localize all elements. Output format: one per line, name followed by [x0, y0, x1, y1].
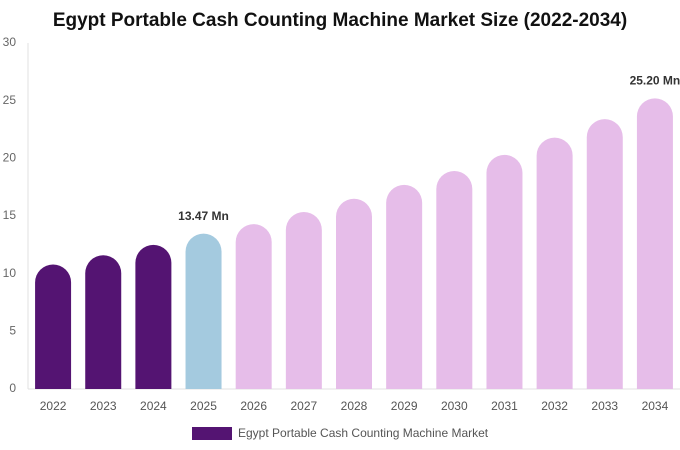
bar	[636, 98, 673, 390]
legend-label: Egypt Portable Cash Counting Machine Mar…	[238, 426, 489, 440]
legend-swatch	[192, 427, 232, 440]
x-tick-label: 2031	[491, 399, 518, 413]
value-label: 13.47 Mn	[178, 209, 229, 223]
x-tick-label: 2028	[341, 399, 368, 413]
bar	[536, 137, 573, 389]
y-tick-label: 30	[3, 35, 17, 49]
x-tick-label: 2029	[391, 399, 418, 413]
bar	[235, 224, 272, 389]
bar	[586, 119, 623, 389]
y-tick-label: 0	[9, 381, 16, 395]
x-tick-label: 2023	[90, 399, 117, 413]
bar	[135, 244, 172, 389]
x-tick-label: 2022	[40, 399, 67, 413]
bar	[85, 255, 122, 389]
x-tick-label: 2032	[541, 399, 568, 413]
x-tick-label: 2027	[290, 399, 317, 413]
bar	[285, 211, 322, 389]
x-tick-label: 2025	[190, 399, 217, 413]
bar	[35, 264, 72, 389]
value-label: 25.20 Mn	[630, 74, 680, 88]
x-tick-label: 2034	[642, 399, 669, 413]
bar	[185, 233, 222, 389]
bar	[486, 154, 523, 389]
x-tick-label: 2024	[140, 399, 167, 413]
x-tick-label: 2030	[441, 399, 468, 413]
y-tick-label: 25	[3, 93, 17, 107]
x-tick-label: 2026	[240, 399, 267, 413]
bar	[336, 198, 372, 389]
y-tick-label: 10	[3, 266, 17, 280]
y-tick-label: 20	[3, 151, 17, 165]
bar	[436, 171, 473, 389]
y-tick-label: 15	[3, 208, 17, 222]
x-tick-label: 2033	[591, 399, 618, 413]
chart-title: Egypt Portable Cash Counting Machine Mar…	[53, 10, 627, 31]
y-tick-label: 5	[9, 324, 16, 338]
bar	[386, 184, 423, 389]
